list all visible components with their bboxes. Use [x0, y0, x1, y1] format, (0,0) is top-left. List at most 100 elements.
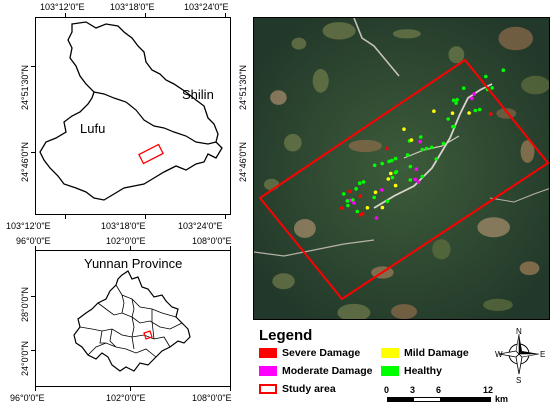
county-map-frame: Shilin Lufu: [35, 17, 231, 215]
tree-sample-point: [461, 86, 466, 90]
tree-sample-point: [441, 141, 446, 146]
compass-s: S: [516, 376, 522, 385]
tree-sample-point: [467, 111, 471, 115]
road: [353, 18, 400, 77]
tree-sample-point: [413, 177, 417, 182]
tree-sample-point: [414, 167, 419, 171]
scale-tick-0: 0: [384, 385, 390, 395]
healthy-swatch: [381, 366, 399, 376]
tree-sample-point: [346, 203, 350, 208]
tree-sample-point: [372, 163, 377, 168]
tree-sample-point: [360, 211, 365, 216]
tree-sample-point: [351, 198, 355, 202]
tree-sample-point: [501, 68, 506, 72]
tree-sample-point: [484, 74, 488, 79]
county-boundary: [39, 21, 223, 201]
scale-tick-3: 3: [410, 385, 416, 395]
tree-sample-point: [424, 146, 429, 151]
tree-sample-point: [408, 164, 413, 169]
tree-sample-point: [477, 107, 482, 112]
tree-sample-point: [419, 135, 423, 139]
province-bottom-label-3: 108°0'0"E: [192, 393, 232, 403]
tree-sample-point: [342, 192, 346, 196]
tree-sample-point: [365, 206, 370, 210]
farmland-patch: [322, 22, 356, 40]
tree-sample-point: [357, 181, 362, 185]
legend-label-severe: Severe Damage: [282, 347, 361, 359]
tree-sample-point: [489, 112, 493, 116]
tree-sample-point: [420, 147, 425, 152]
tree-sample-point: [451, 124, 455, 129]
county-bottom-label-3: 103°24'0"E: [178, 221, 223, 231]
tree-sample-point: [380, 188, 384, 192]
province-boundary: [73, 270, 191, 372]
province-left-label-2: 24°0'0"N: [20, 340, 30, 376]
legend-item-mild: Mild Damage: [381, 347, 469, 359]
farmland-patch: [272, 273, 295, 290]
severe-swatch: [259, 348, 277, 358]
study-area-marker: [138, 143, 164, 165]
tree-sample-point: [418, 139, 422, 144]
farmland-patch: [392, 29, 421, 39]
farmland-patch: [293, 219, 316, 238]
tree-sample-point: [389, 171, 393, 176]
farmland-patch: [348, 139, 383, 153]
study-area-swatch: [259, 384, 277, 394]
tree-sample-point: [394, 170, 399, 174]
county-left-label-2: 24°46'0"N: [20, 141, 30, 182]
tree-sample-point: [450, 111, 455, 115]
scale-unit: km: [495, 394, 509, 404]
satellite-map: [253, 17, 550, 320]
tree-sample-point: [473, 108, 478, 113]
farmland-patch: [520, 140, 535, 163]
tree-sample-point: [393, 183, 398, 188]
farmland-patch: [477, 217, 511, 238]
tree-sample-point: [373, 190, 378, 195]
legend-label-moderate: Moderate Damage: [282, 365, 373, 377]
province-top-label-3: 108°0'0"E: [192, 236, 232, 246]
tree-sample-point: [408, 178, 413, 182]
tree-sample-point: [355, 209, 360, 214]
tree-sample-point: [434, 157, 439, 161]
tree-sample-point: [390, 175, 395, 180]
county-top-label-3: 103°24'0"E: [184, 2, 229, 12]
province-bottom-label-1: 96°0'0"E: [10, 393, 45, 403]
province-map-frame: Yunnan Province: [35, 250, 231, 387]
county-divider: [93, 91, 217, 145]
legend-item-healthy: Healthy: [381, 365, 442, 377]
tree-sample-point: [455, 97, 459, 102]
county-left-label-1: 24°51'30"N: [20, 64, 30, 110]
legend-label-mild: Mild Damage: [404, 347, 469, 359]
farmland-patch: [312, 68, 329, 93]
legend-label-study-area: Study area: [282, 383, 336, 395]
province-title: Yunnan Province: [84, 256, 183, 271]
county-bottom-label-2: 103°18'0"E: [101, 221, 146, 231]
farmland-patch: [263, 178, 280, 191]
satellite-left-label-1: 24°51'30"N: [238, 64, 248, 110]
road: [373, 83, 493, 209]
farmland-patch: [337, 303, 371, 319]
farmland-patch: [284, 133, 302, 152]
tree-sample-point: [352, 201, 356, 205]
tree-sample-point: [380, 161, 384, 166]
tree-sample-point: [405, 153, 410, 157]
legend-item-study-area: Study area: [259, 383, 336, 395]
farmland-patch: [270, 90, 287, 105]
tree-sample-point: [490, 86, 494, 90]
province-bottom-label-2: 102°0'0"E: [106, 393, 146, 403]
scale-bar: [387, 397, 491, 402]
road: [254, 239, 375, 257]
tree-sample-point: [372, 195, 376, 200]
tree-sample-point: [385, 199, 390, 204]
tree-sample-point: [361, 180, 366, 184]
legend: Legend Severe Damage Moderate Damage Stu…: [253, 324, 550, 414]
compass-n: N: [516, 327, 522, 336]
county-bottom-label-1: 103°12'0"E: [6, 221, 51, 231]
prefecture-lines: [79, 284, 183, 358]
study-area-boundary: [258, 58, 549, 301]
tree-sample-point: [390, 158, 394, 163]
province-left-label-1: 28°0'0"N: [20, 286, 30, 322]
satellite-left-label-2: 24°46'0"N: [238, 141, 248, 182]
county-top-label-2: 103°18'0"E: [110, 2, 155, 12]
legend-title: Legend: [259, 327, 313, 344]
